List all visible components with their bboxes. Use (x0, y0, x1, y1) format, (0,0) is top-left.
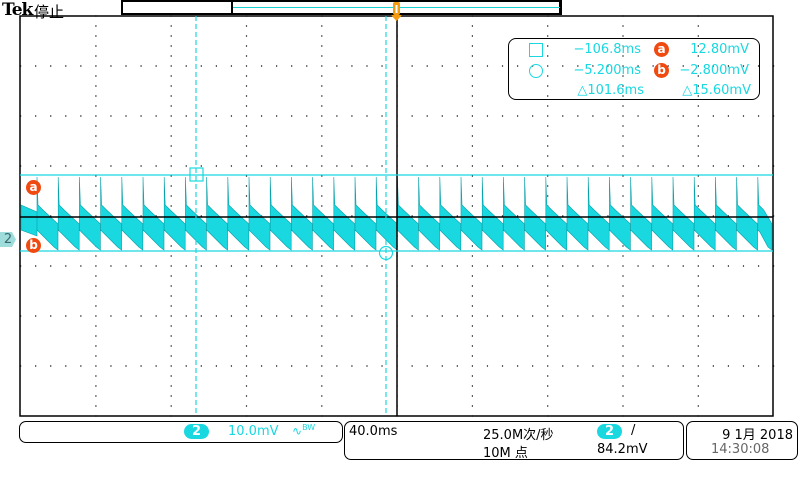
cursor2-circle-icon (529, 64, 543, 78)
channel2-ground-marker[interactable]: 2 (0, 232, 16, 247)
horizontal-settings-box[interactable]: 40.0ms 25.0M次/秒 10M 点 2 / 84.2mV (344, 421, 684, 461)
bw-label: BW (302, 423, 316, 432)
datetime-box: 9 1月 2018 14:30:08 (686, 421, 798, 460)
cursor-a-voltage: 12.80mV (690, 42, 749, 57)
cursor1-square-icon (189, 167, 204, 182)
date: 9 1月 2018 (722, 428, 793, 443)
bandwidth-limit-icon: ∿BW (292, 423, 316, 438)
cursor-b-marker[interactable]: b (26, 238, 41, 253)
trigger-position-icon[interactable] (391, 0, 402, 22)
brand-logo: Tek (2, 0, 33, 20)
sample-rate: 25.0M次/秒 (483, 428, 554, 443)
trigger-source-badge: 2 (597, 424, 622, 439)
cursor-readout: −106.8ms −5.200ms △101.6ms a b 12.80mV −… (508, 38, 760, 100)
cursor2-time: −5.200ms (573, 63, 641, 78)
cursor1-time: −106.8ms (573, 42, 641, 57)
delta-voltage: △15.60mV (682, 83, 751, 98)
time: 14:30:08 (711, 442, 770, 457)
rising-edge-icon: / (631, 423, 636, 438)
acquisition-state: 停止 (34, 3, 65, 21)
cursor-a-marker[interactable]: a (26, 180, 41, 195)
cursor-a-badge: a (654, 42, 669, 57)
channel2-badge: 2 (184, 424, 209, 439)
channel-settings-box[interactable]: 2 10.0mV ∿BW (19, 421, 343, 443)
cursor2-circle-icon (378, 245, 394, 261)
cursor-b-voltage: −2.800mV (679, 63, 749, 78)
delta-time: △101.6ms (577, 83, 644, 98)
time-scale: 40.0ms (349, 424, 398, 439)
waveform-display (19, 15, 775, 417)
cursor-b-badge: b (654, 63, 669, 78)
trigger-level: 84.2mV (597, 442, 648, 457)
cursor1-square-icon (529, 43, 543, 57)
record-length: 10M 点 (483, 446, 528, 461)
channel2-scale: 10.0mV (228, 424, 279, 439)
